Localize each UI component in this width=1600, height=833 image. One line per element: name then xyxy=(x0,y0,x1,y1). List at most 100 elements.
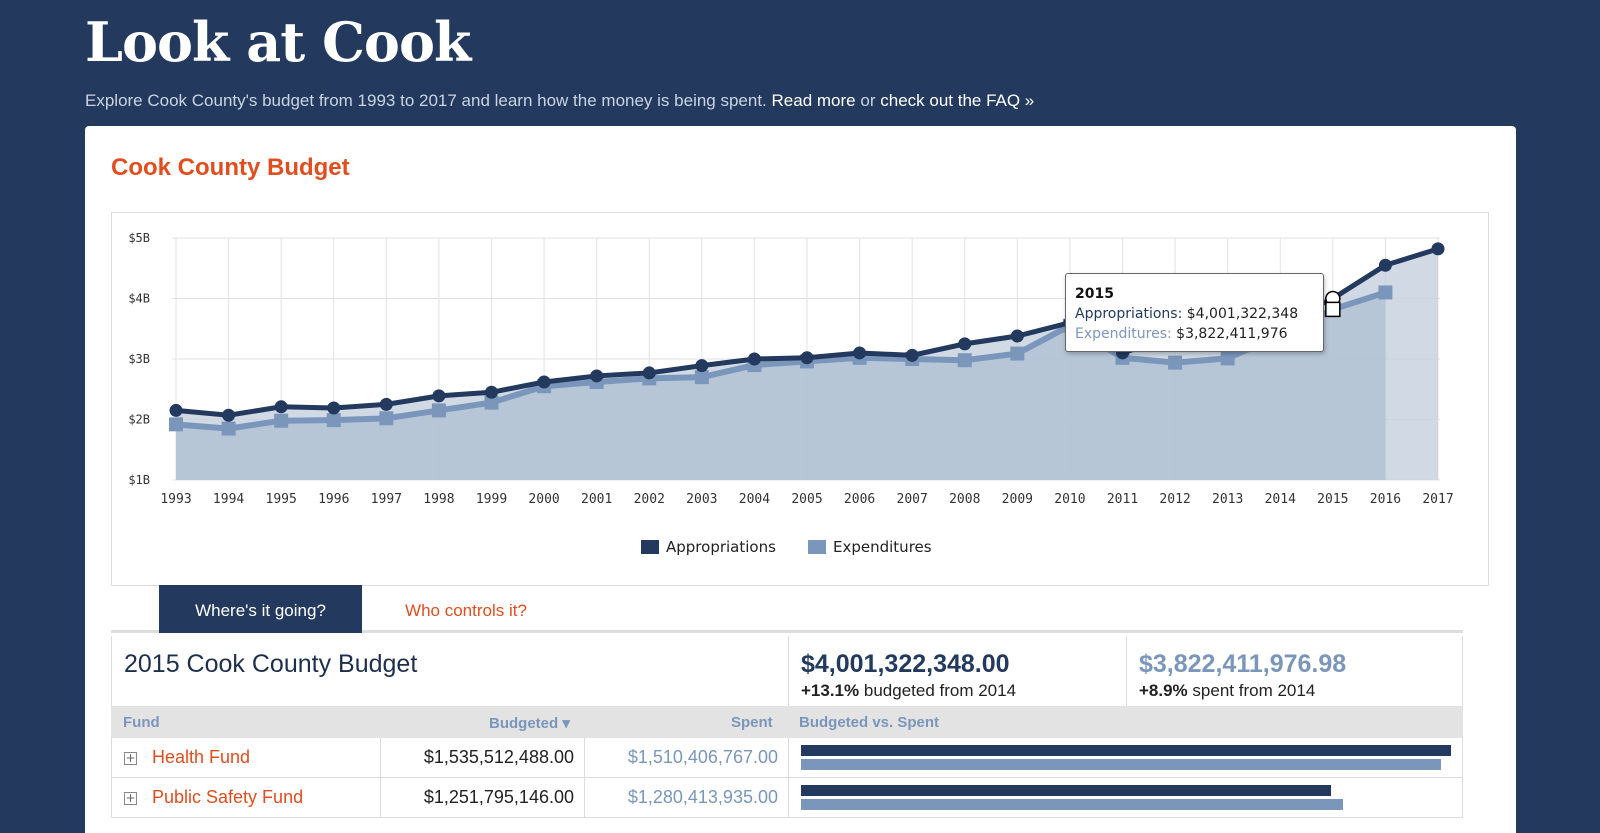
tooltip-appropriations-label: Appropriations: xyxy=(1075,306,1183,322)
summary-title: 2015 Cook County Budget xyxy=(124,650,418,678)
header-fund[interactable]: Fund xyxy=(123,714,160,731)
legend-label: Appropriations xyxy=(666,538,776,556)
appropriations-point xyxy=(485,385,498,399)
table-row[interactable]: + Public Safety Fund $1,251,795,146.00 $… xyxy=(111,778,1463,818)
appropriations-point xyxy=(1431,242,1445,256)
x-tick-label: 2004 xyxy=(739,492,770,507)
hover-point-expenditures xyxy=(1325,301,1341,318)
legend-swatch xyxy=(808,540,826,554)
expenditures-total: $3,822,411,976.98 xyxy=(1139,650,1347,678)
legend-label: Expenditures xyxy=(833,538,932,556)
table-row[interactable]: + Health Fund $1,535,512,488.00 $1,510,4… xyxy=(111,738,1463,778)
x-tick-label: 2007 xyxy=(897,492,928,507)
x-tick-label: 2005 xyxy=(791,492,822,507)
appropriations-total: $4,001,322,348.00 xyxy=(801,650,1010,678)
expenditures-point xyxy=(431,403,446,418)
x-tick-label: 2014 xyxy=(1265,492,1296,507)
expenditures-point xyxy=(957,353,972,368)
tagline-text: Explore Cook County's budget from 1993 t… xyxy=(85,91,767,110)
x-tick-label: 1999 xyxy=(476,492,507,507)
read-more-link[interactable]: Read more xyxy=(771,91,856,110)
tab-wheres-it-going[interactable]: Where's it going? xyxy=(159,585,362,633)
appropriations-point xyxy=(274,400,288,414)
x-tick-label: 2016 xyxy=(1370,492,1401,507)
x-tick-label: 1997 xyxy=(371,492,402,507)
x-tick-label: 1998 xyxy=(423,492,454,507)
x-tick-label: 2013 xyxy=(1212,492,1243,507)
x-tick-label: 2011 xyxy=(1107,492,1138,507)
expenditures-delta-text: spent from 2014 xyxy=(1192,681,1316,700)
fund-budgeted: $1,251,795,146.00 xyxy=(380,778,584,818)
fund-table: Fund Budgeted ▾ Spent Budgeted vs. Spent… xyxy=(111,706,1463,818)
x-tick-label: 2017 xyxy=(1422,492,1453,507)
appropriations-point xyxy=(1378,258,1392,272)
appropriations-point xyxy=(747,352,761,366)
table-header: Fund Budgeted ▾ Spent Budgeted vs. Spent xyxy=(111,706,1463,738)
expenditures-point xyxy=(379,411,394,426)
x-tick-label: 2002 xyxy=(634,492,665,507)
appropriations-point xyxy=(642,366,656,380)
appropriations-delta: +13.1% budgeted from 2014 xyxy=(801,681,1114,701)
appropriations-point xyxy=(905,348,919,362)
expand-icon[interactable]: + xyxy=(124,751,137,765)
chart-svg: $5B $4B $3B $2B $1B 1993 1994 1995 1996 1997 1998 1… xyxy=(128,231,1453,556)
fund-bars xyxy=(788,778,1464,818)
expenditures-delta: +8.9% spent from 2014 xyxy=(1139,681,1452,701)
appropriations-point xyxy=(590,369,604,383)
tooltip-expenditures-value: $3,822,411,976 xyxy=(1176,326,1288,342)
expenditures-point xyxy=(221,421,236,436)
site-title: Look at Cook xyxy=(85,10,471,74)
faq-link[interactable]: check out the FAQ » xyxy=(880,91,1035,110)
expenditures-line xyxy=(175,289,1387,432)
tooltip-expenditures-label: Expenditures: xyxy=(1075,326,1172,342)
budgeted-bar xyxy=(801,785,1331,796)
appropriations-point xyxy=(853,346,867,360)
spent-bar xyxy=(801,799,1344,810)
tagline: Explore Cook County's budget from 1993 t… xyxy=(85,91,1034,111)
fund-bars xyxy=(788,738,1464,778)
x-tick-label: 2010 xyxy=(1054,492,1085,507)
y-tick-label: $4B xyxy=(128,292,150,306)
spent-bar xyxy=(801,759,1441,770)
expenditures-point xyxy=(274,413,289,428)
fund-spent: $1,510,406,767.00 xyxy=(584,738,788,778)
expand-icon[interactable]: + xyxy=(124,791,137,805)
fund-name-link[interactable]: Public Safety Fund xyxy=(152,787,304,807)
y-tick-label: $2B xyxy=(128,413,150,427)
x-tick-label: 2006 xyxy=(844,492,875,507)
x-tick-label: 1996 xyxy=(318,492,349,507)
fund-name-link[interactable]: Health Fund xyxy=(152,747,251,767)
appropriations-point xyxy=(695,359,709,373)
view-tabs: Where's it going? Who controls it? xyxy=(111,585,1463,633)
appropriations-delta-value: +13.1% xyxy=(801,681,860,700)
tagline-or: or xyxy=(860,91,876,110)
appropriations-point xyxy=(169,403,183,417)
expenditures-point xyxy=(1168,355,1183,370)
tooltip-appropriations-value: $4,001,322,348 xyxy=(1186,306,1299,322)
tab-who-controls-it[interactable]: Who controls it? xyxy=(405,601,527,620)
tooltip-year: 2015 xyxy=(1075,286,1114,302)
budget-chart: $5B $4B $3B $2B $1B 1993 1994 1995 1996 1997 1998 1… xyxy=(111,212,1489,586)
budgeted-bar xyxy=(801,745,1451,756)
appropriations-point xyxy=(800,351,814,365)
appropriations-point xyxy=(222,408,236,422)
expenditures-point xyxy=(1220,351,1235,366)
y-tick-label: $1B xyxy=(128,473,150,487)
expenditures-point xyxy=(1378,285,1393,300)
x-tick-label: 2015 xyxy=(1317,492,1348,507)
chart-tooltip: 2015 Appropriations: $4,001,322,348 Expe… xyxy=(1065,273,1324,352)
header-spent[interactable]: Spent xyxy=(731,714,773,731)
budget-panel: Cook County Budget $5B $4B $3B $2B $1B 1993 19… xyxy=(85,126,1516,833)
x-tick-label: 2008 xyxy=(949,492,980,507)
header-budgeted[interactable]: Budgeted ▾ xyxy=(489,715,570,732)
header-budgeted-vs-spent: Budgeted vs. Spent xyxy=(799,714,940,731)
appropriations-point xyxy=(432,389,446,403)
appropriations-delta-text: budgeted from 2014 xyxy=(863,681,1017,700)
panel-title: Cook County Budget xyxy=(111,154,350,181)
appropriations-point xyxy=(537,375,551,389)
fund-budgeted: $1,535,512,488.00 xyxy=(380,738,584,778)
expenditures-point xyxy=(169,417,183,432)
y-tick-label: $5B xyxy=(128,231,150,245)
x-tick-label: 2000 xyxy=(528,492,559,507)
expenditures-point xyxy=(484,395,499,410)
